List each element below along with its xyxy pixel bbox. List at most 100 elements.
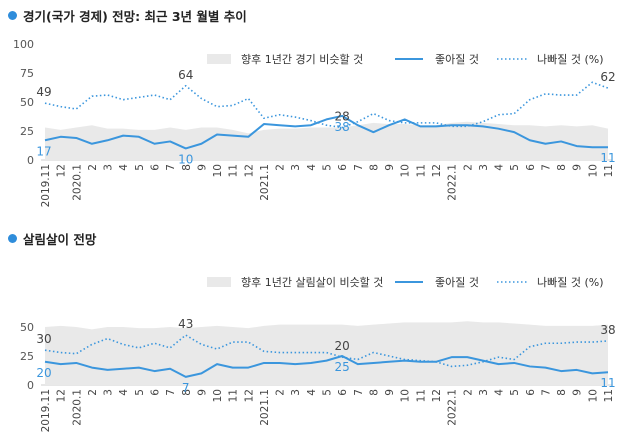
x-tick-label: 2 <box>87 164 99 171</box>
worse-line-series <box>44 81 609 129</box>
x-tick-label: 2022.1 <box>447 389 459 426</box>
x-tick-label: 11 <box>415 164 427 177</box>
x-tick-label: 2 <box>87 389 99 396</box>
legend-similar-label: 향후 1년간 살림살이 비슷할 것 <box>241 276 383 289</box>
x-tick-label: 8 <box>181 389 193 396</box>
x-tick-label: 11 <box>228 389 240 402</box>
x-tick-label: 4 <box>494 164 506 171</box>
x-tick-label: 9 <box>572 164 584 171</box>
data-label: 38 <box>600 323 615 337</box>
x-tick-label: 5 <box>134 389 146 396</box>
x-tick-label: 2022.1 <box>447 164 459 201</box>
x-tick-label: 5 <box>322 389 334 396</box>
x-tick-label: 12 <box>243 164 255 177</box>
y-tick-label: 0 <box>27 379 34 392</box>
x-tick-label: 3 <box>290 164 302 171</box>
x-tick-label: 6 <box>149 389 161 396</box>
bullet-dot-icon <box>8 234 17 243</box>
x-tick-label: 10 <box>587 389 599 402</box>
y-tick-label: 0 <box>27 154 34 167</box>
x-tick-label: 4 <box>118 164 130 171</box>
x-tick-label: 9 <box>196 164 208 171</box>
data-label: 7 <box>182 381 190 395</box>
x-tick-label: 7 <box>165 389 177 396</box>
x-tick-label: 7 <box>540 389 552 396</box>
chart-title-living: 살림살이 전망 <box>8 229 96 248</box>
x-tick-label: 2019.11 <box>40 389 52 432</box>
legend-similar-swatch <box>207 54 231 64</box>
x-tick-label: 11 <box>415 389 427 402</box>
data-label: 20 <box>334 339 349 353</box>
x-tick-label: 2 <box>462 164 474 171</box>
legend-better-label: 좋아질 것 <box>435 53 479 66</box>
x-tick-label: 4 <box>306 164 318 171</box>
data-label: 62 <box>600 70 615 84</box>
data-label: 11 <box>600 151 615 165</box>
x-tick-label: 3 <box>290 389 302 396</box>
x-tick-label: 2 <box>275 389 287 396</box>
x-tick-label: 4 <box>494 389 506 396</box>
x-tick-label: 3 <box>478 389 490 396</box>
x-tick-label: 2 <box>275 164 287 171</box>
y-tick-label: 25 <box>20 125 34 138</box>
x-tick-label: 4 <box>118 389 130 396</box>
x-tick-label: 5 <box>134 164 146 171</box>
x-tick-label: 7 <box>353 164 365 171</box>
x-tick-label: 11 <box>228 164 240 177</box>
worse-line-series <box>44 334 609 368</box>
x-tick-label: 10 <box>587 164 599 177</box>
x-tick-label: 7 <box>353 389 365 396</box>
chart-title-economy-text: 경기(국가 경제) 전망: 최근 3년 월별 추이 <box>23 9 247 24</box>
x-tick-label: 2020.1 <box>71 389 83 426</box>
x-tick-label: 12 <box>431 164 443 177</box>
x-tick-label: 9 <box>384 389 396 396</box>
x-tick-label: 9 <box>196 389 208 396</box>
x-tick-label: 3 <box>478 164 490 171</box>
x-tick-label: 8 <box>368 389 380 396</box>
y-tick-label: 50 <box>20 96 34 109</box>
x-tick-label: 2021.1 <box>259 164 271 201</box>
x-tick-label: 12 <box>431 389 443 402</box>
data-label: 17 <box>36 144 51 158</box>
x-tick-label: 12 <box>56 164 68 177</box>
x-tick-label: 2 <box>462 389 474 396</box>
similar-area-series <box>45 121 608 160</box>
x-tick-label: 3 <box>103 389 115 396</box>
bullet-dot-icon <box>8 11 17 20</box>
x-tick-label: 6 <box>337 389 349 396</box>
x-tick-label: 3 <box>103 164 115 171</box>
y-tick-label: 100 <box>13 38 34 51</box>
x-tick-label: 4 <box>306 389 318 396</box>
legend: 향후 1년간 경기 비슷할 것 좋아질 것 나빠질 것 (%) <box>207 53 604 66</box>
legend-better-label: 좋아질 것 <box>435 276 479 289</box>
x-tick-label: 8 <box>181 164 193 171</box>
legend-similar-label: 향후 1년간 경기 비슷할 것 <box>241 53 363 66</box>
x-tick-label: 5 <box>322 164 334 171</box>
data-label: 25 <box>334 360 349 374</box>
better-line-series <box>44 114 608 150</box>
data-label: 38 <box>334 120 349 134</box>
x-tick-label: 10 <box>400 389 412 402</box>
x-tick-label: 9 <box>572 389 584 396</box>
x-tick-label: 6 <box>149 164 161 171</box>
x-tick-label: 6 <box>525 389 537 396</box>
y-tick-label: 25 <box>20 350 34 363</box>
x-tick-label: 5 <box>509 389 521 396</box>
x-tick-label: 11 <box>603 389 615 402</box>
legend-worse-label: 나빠질 것 (%) <box>537 53 604 66</box>
legend-similar-swatch <box>207 277 231 287</box>
x-tick-label: 10 <box>212 164 224 177</box>
x-tick-label: 12 <box>243 389 255 402</box>
x-tick-label: 10 <box>400 164 412 177</box>
data-label: 20 <box>36 366 51 380</box>
x-tick-label: 2020.1 <box>71 164 83 201</box>
x-tick-label: 11 <box>603 164 615 177</box>
x-tick-label: 5 <box>509 164 521 171</box>
data-label: 11 <box>600 376 615 390</box>
x-tick-label: 10 <box>212 389 224 402</box>
x-tick-label: 7 <box>165 164 177 171</box>
data-label: 30 <box>36 332 51 346</box>
x-tick-label: 2019.11 <box>40 164 52 207</box>
